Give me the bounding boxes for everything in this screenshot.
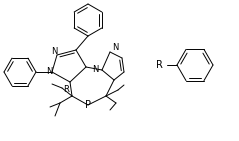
Text: R: R <box>156 60 163 70</box>
Text: N: N <box>46 68 52 77</box>
Text: P: P <box>85 100 91 110</box>
Text: N: N <box>51 47 57 56</box>
Text: N: N <box>112 42 118 51</box>
Text: N: N <box>93 66 99 74</box>
Text: R: R <box>63 84 69 93</box>
